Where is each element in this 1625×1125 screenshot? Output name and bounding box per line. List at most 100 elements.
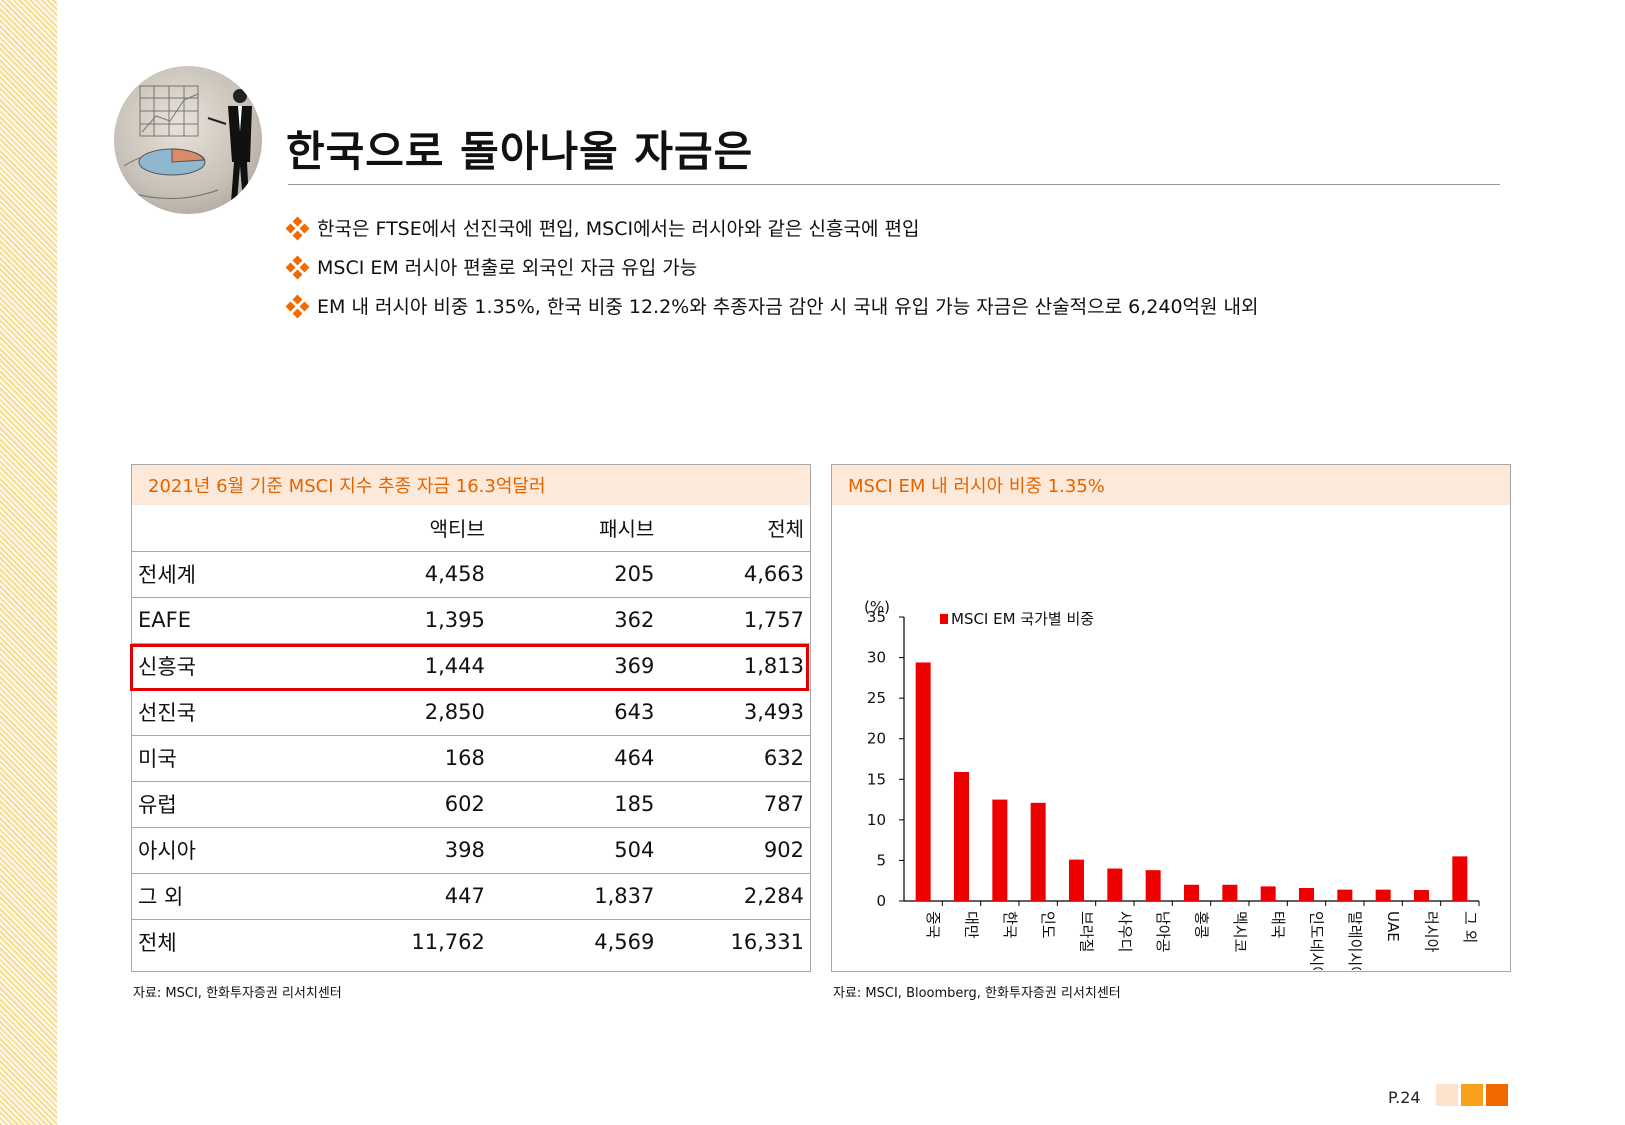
page-square: [1461, 1084, 1483, 1106]
x-category-label: 중국: [924, 911, 942, 939]
cell-value: 168: [331, 735, 491, 782]
decorative-side-stripe: [0, 0, 57, 1125]
table-row-highlighted: 신흥국 1,444 369 1,813: [132, 643, 810, 690]
y-tick-label: 15: [867, 770, 886, 788]
x-category-label: 남아공: [1154, 911, 1172, 952]
cell-value: 2,850: [331, 689, 491, 736]
x-category-label: 태국: [1269, 911, 1287, 939]
page-title: 한국으로 돌아나올 자금은: [286, 127, 754, 176]
cell-value: 1,757: [660, 597, 810, 644]
row-label: 선진국: [132, 689, 332, 736]
row-label: 미국: [132, 735, 332, 782]
cell-value: 787: [660, 781, 810, 828]
cell-value: 3,493: [660, 689, 810, 736]
row-label: 전세계: [132, 551, 332, 598]
y-tick-label: 20: [867, 730, 886, 748]
table-row: 전세계 4,458 205 4,663: [132, 551, 810, 598]
row-label: EAFE: [132, 597, 332, 644]
cell-value: 205: [490, 551, 661, 598]
cell-value: 11,762: [411, 930, 485, 955]
cell-value: 902: [660, 827, 810, 874]
chart-panel-title: MSCI EM 내 러시아 비중 1.35%: [832, 465, 1510, 505]
x-category-label: 한국: [1001, 911, 1019, 939]
cell-value: 2,284: [660, 873, 810, 920]
y-tick-label: 0: [876, 892, 886, 910]
x-category-label: 홍콩: [1193, 911, 1211, 939]
y-tick-label: 5: [876, 851, 886, 869]
x-category-label: 멕시코: [1231, 911, 1249, 952]
column-header: 전체: [660, 505, 810, 552]
cell-value: 185: [490, 781, 661, 828]
cell-value: 1,813: [660, 643, 810, 690]
cell-value: 1,837: [490, 873, 661, 920]
bar: [1107, 868, 1123, 901]
bar: [1375, 889, 1391, 901]
bullet-text: MSCI EM 러시아 편출로 외국인 자금 유입 가능: [317, 257, 698, 279]
column-header: 패시브: [490, 505, 661, 552]
bar: [1260, 886, 1276, 901]
cell-value: 398: [331, 827, 491, 874]
bar: [1414, 890, 1429, 901]
bullet-item: EM 내 러시아 비중 1.35%, 한국 비중 12.2%와 추종자금 감안 …: [285, 286, 1259, 325]
bar: [1299, 888, 1314, 901]
cell-value: 632: [660, 735, 810, 782]
page-square: [1486, 1084, 1508, 1106]
x-category-label: 대만: [963, 911, 981, 939]
bullet-item: MSCI EM 러시아 편출로 외국인 자금 유입 가능: [285, 247, 1259, 286]
bullet-text: EM 내 러시아 비중 1.35%, 한국 비중 12.2%와 추종자금 감안 …: [317, 296, 1259, 318]
y-tick-label: 35: [867, 608, 886, 626]
x-category-label: 브라질: [1078, 911, 1096, 952]
table-source: 자료: MSCI, 한화투자증권 리서치센터: [133, 986, 342, 1001]
table-panel-title: 2021년 6월 기준 MSCI 지수 추종 자금 16.3억달러: [132, 465, 810, 505]
cell-value: 4,569: [594, 930, 655, 955]
bar: [1337, 889, 1353, 901]
cell-value: 464: [490, 735, 661, 782]
table-header-row: 액티브 패시브 전체: [132, 505, 810, 552]
cell-value: 1,444: [331, 643, 491, 690]
legend-swatch: [940, 614, 948, 624]
cell-value: 447: [331, 873, 491, 920]
table-row: 그 외 447 1,837 2,284: [132, 873, 810, 920]
bar-chart: (%) 0 5 10 15 20 25 30 35 중국 대만 한국 인도 브라질 사우디 남아공 홍콩 멕시코 태…: [864, 598, 1480, 980]
table-row: 미국 168 464 632: [132, 735, 810, 782]
x-category-label: 그 외: [1461, 911, 1479, 943]
bar: [1069, 859, 1084, 901]
diamond-bullet-icon: [285, 255, 310, 279]
bar: [915, 662, 931, 901]
bullet-text: 한국은 FTSE에서 선진국에 편입, MSCI에서는 러시아와 같은 신흥국에…: [317, 218, 920, 240]
presenter-illustration-icon: [114, 66, 262, 214]
bar: [1145, 870, 1161, 901]
cell-value: 602: [331, 781, 491, 828]
bar: [992, 799, 1008, 901]
table-row: 아시아 398 504 902: [132, 827, 810, 874]
bullet-list: 한국은 FTSE에서 선진국에 편입, MSCI에서는 러시아와 같은 신흥국에…: [285, 208, 1259, 325]
fund-table-panel: 2021년 6월 기준 MSCI 지수 추종 자금 16.3억달러 액티브 패시…: [130, 464, 811, 972]
y-axis-unit-label: (%): [864, 598, 890, 616]
x-category-label: 인도: [1039, 911, 1057, 939]
page-number: P.24: [1388, 1088, 1421, 1107]
bar: [954, 771, 969, 901]
cell-value: 369: [490, 643, 661, 690]
chart-panel: MSCI EM 내 러시아 비중 1.35% (%) 0 5 10 15 20 25 30 35…: [831, 464, 1511, 980]
row-label: 아시아: [132, 827, 332, 874]
bullet-item: 한국은 FTSE에서 선진국에 편입, MSCI에서는 러시아와 같은 신흥국에…: [285, 208, 1259, 247]
column-header: 액티브: [331, 505, 491, 552]
bar: [1030, 802, 1046, 901]
y-tick-label: 30: [867, 649, 886, 667]
x-category-label: UAE: [1384, 911, 1402, 942]
column-header: [132, 505, 332, 552]
cell-value: 504: [490, 827, 661, 874]
table-row: 전체 11,762 4,569 16,331: [132, 919, 810, 965]
bar: [1452, 856, 1468, 901]
page-square: [1436, 1084, 1458, 1106]
row-label: 그 외: [132, 873, 332, 920]
bar: [1222, 884, 1238, 901]
x-category-label: 사우디: [1116, 911, 1134, 952]
row-label: 신흥국: [132, 643, 332, 690]
diamond-bullet-icon: [285, 294, 310, 318]
table-row: 선진국 2,850 643 3,493: [132, 689, 810, 736]
chart-source: 자료: MSCI, Bloomberg, 한화투자증권 리서치센터: [833, 986, 1121, 1001]
diamond-bullet-icon: [285, 216, 310, 240]
row-label: 유럽: [132, 781, 332, 828]
bar: [1184, 884, 1199, 901]
